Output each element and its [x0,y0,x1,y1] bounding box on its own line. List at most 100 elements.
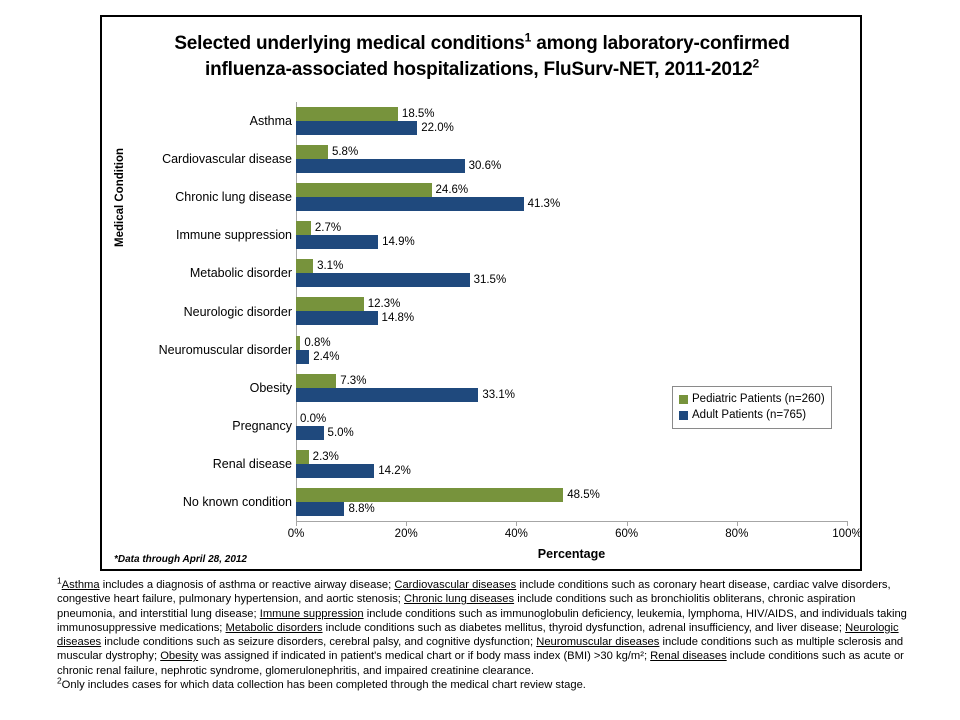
bar-pediatric [296,487,564,502]
bar-value-label: 0.0% [300,412,327,425]
bar-adult [296,501,345,516]
bar-adult [296,197,524,212]
bar-value-label: 3.1% [317,260,344,273]
bar-group: 2.7% 14.9% [296,216,847,254]
bar-value-label: 30.6% [468,160,502,173]
bar-adult [296,311,378,326]
footnote-text: Only includes cases for which data colle… [61,679,586,692]
bar-value-label: 41.3% [527,198,561,211]
footnote-term: Neuromuscular diseases [536,636,660,649]
bar-value-label: 48.5% [567,488,600,501]
bar-pediatric [296,335,301,350]
footnote-text: include conditions such as diabetes mell… [322,621,846,634]
y-axis-category-label: Metabolic disorder [189,266,292,281]
footnote-term: Cardiovascular diseases [394,579,517,591]
y-axis-category-label: Asthma [249,114,292,129]
bar-value-label: 5.0% [327,426,354,439]
bar-value-label: 7.3% [340,374,367,387]
footnote-1: 1Asthma includes a diagnosis of asthma o… [57,575,907,678]
bar-pediatric [296,183,432,198]
bar-pediatric [296,107,398,122]
legend-swatch-icon [679,394,688,404]
bar-value-label: 31.5% [473,274,507,287]
y-axis-category-label: Immune suppression [175,228,292,243]
x-axis-tick [516,521,518,526]
x-axis-tick [847,521,848,526]
footnote-text: was assigned if indicated in patient's m… [198,650,651,663]
bar-adult [296,273,470,288]
bar-group: 0.0% 5.0% [296,407,847,445]
bar-group: 0.8% 2.4% [296,331,847,369]
bar-value-label: 14.2% [378,464,411,477]
bar-value-label: 5.8% [331,146,359,159]
bar-value-label: 2.3% [312,450,339,463]
x-axis-tick [626,521,628,526]
plot-area: 0% 20% 40% 60% 80% 100% 18.5% 22.0% 5.8% 30.6% 24.… [288,102,862,540]
bar-pediatric [296,221,311,236]
footnote-2: 2Only includes cases for which data coll… [57,675,907,692]
bar-pediatric [296,145,328,160]
y-axis-category-label: Neuromuscular disorder [158,342,292,357]
bar-value-label: 0.8% [304,336,331,349]
x-axis-tick [296,521,297,526]
x-axis-title: Percentage [537,547,606,561]
chart-title-superscript-2: 2 [752,56,759,71]
bar-group: 48.5% 8.8% [296,483,847,521]
x-axis-tick [406,521,408,526]
footnote-term: Asthma [61,579,100,591]
footnotes-block: 1Asthma includes a diagnosis of asthma o… [57,575,907,692]
bar-value-label: 12.3% [367,298,401,311]
y-axis-category-label: Neurologic disorder [183,304,292,319]
y-axis-category-label: Renal disease [212,456,292,471]
chart-title-line2: influenza-associated hospitalizations, F… [205,59,753,80]
footnote-term: Chronic lung diseases [404,593,515,606]
bar-pediatric [296,259,314,274]
bar-group: 12.3% 14.8% [296,292,847,330]
bar-value-label: 24.6% [435,184,469,197]
footnote-marker-1: 1 [57,575,62,586]
x-axis-tick-label: 0% [287,528,305,540]
bar-pediatric [296,449,309,464]
bar-pediatric [296,297,364,312]
bar-group: 2.3% 14.2% [296,445,847,483]
y-axis-category-label: Chronic lung disease [175,190,292,205]
chart-title-line1: Selected underlying medical conditions [174,33,525,54]
bar-group: 24.6% 41.3% [296,178,847,216]
bar-adult [296,121,418,136]
x-axis-tick-label: 80% [725,528,749,540]
chart-legend: Pediatric Patients (n=260) Adult Patients… [672,386,832,429]
bar-value-label: 18.5% [401,108,435,121]
legend-label: Pediatric Patients (n=260) [692,393,825,405]
y-axis-title: Medical Condition [114,147,126,247]
bar-group: 3.1% 31.5% [296,254,847,292]
chart-annotation: *Data through April 28, 2012 [114,554,247,565]
y-axis-category-labels: Asthma Cardiovascular disease Chronic lung… [132,102,292,521]
bar-group: 18.5% 22.0% [296,102,847,140]
bar-adult [296,387,479,402]
x-axis-tick [736,521,738,526]
bar-value-label: 2.4% [313,350,340,363]
x-axis-line [296,521,847,522]
bar-group: 5.8% 30.6% [296,140,847,178]
bar-adult [296,235,379,250]
y-axis-category-label: Obesity [249,380,292,395]
bar-value-label: 8.8% [348,502,375,515]
footnote-text: include conditions such as acute or chro… [57,650,904,677]
footnote-term: Obesity [160,650,199,663]
bar-adult [296,159,465,174]
x-axis-tick-label: 100% [832,528,862,540]
footnote-marker-2: 2 [57,675,62,686]
bar-value-label: 2.7% [314,222,342,235]
y-axis-category-label: Cardiovascular disease [162,152,292,167]
footnote-text: include conditions such as bronchiolitis… [57,593,856,620]
legend-item: Pediatric Patients (n=260) [679,391,825,407]
x-axis-tick-label: 40% [504,528,528,540]
chart-title-line1-rest: among laboratory-confirmed [531,33,790,54]
bar-value-label: 14.8% [381,312,415,325]
footnote-text: include conditions such as immunoglobuli… [57,607,907,634]
legend-swatch-icon [679,410,688,420]
legend-item: Adult Patients (n=765) [679,407,825,423]
y-axis-category-label: Pregnancy [232,418,292,433]
bar-group: 7.3% 33.1% [296,369,847,407]
footnote-term: Renal diseases [650,650,727,663]
